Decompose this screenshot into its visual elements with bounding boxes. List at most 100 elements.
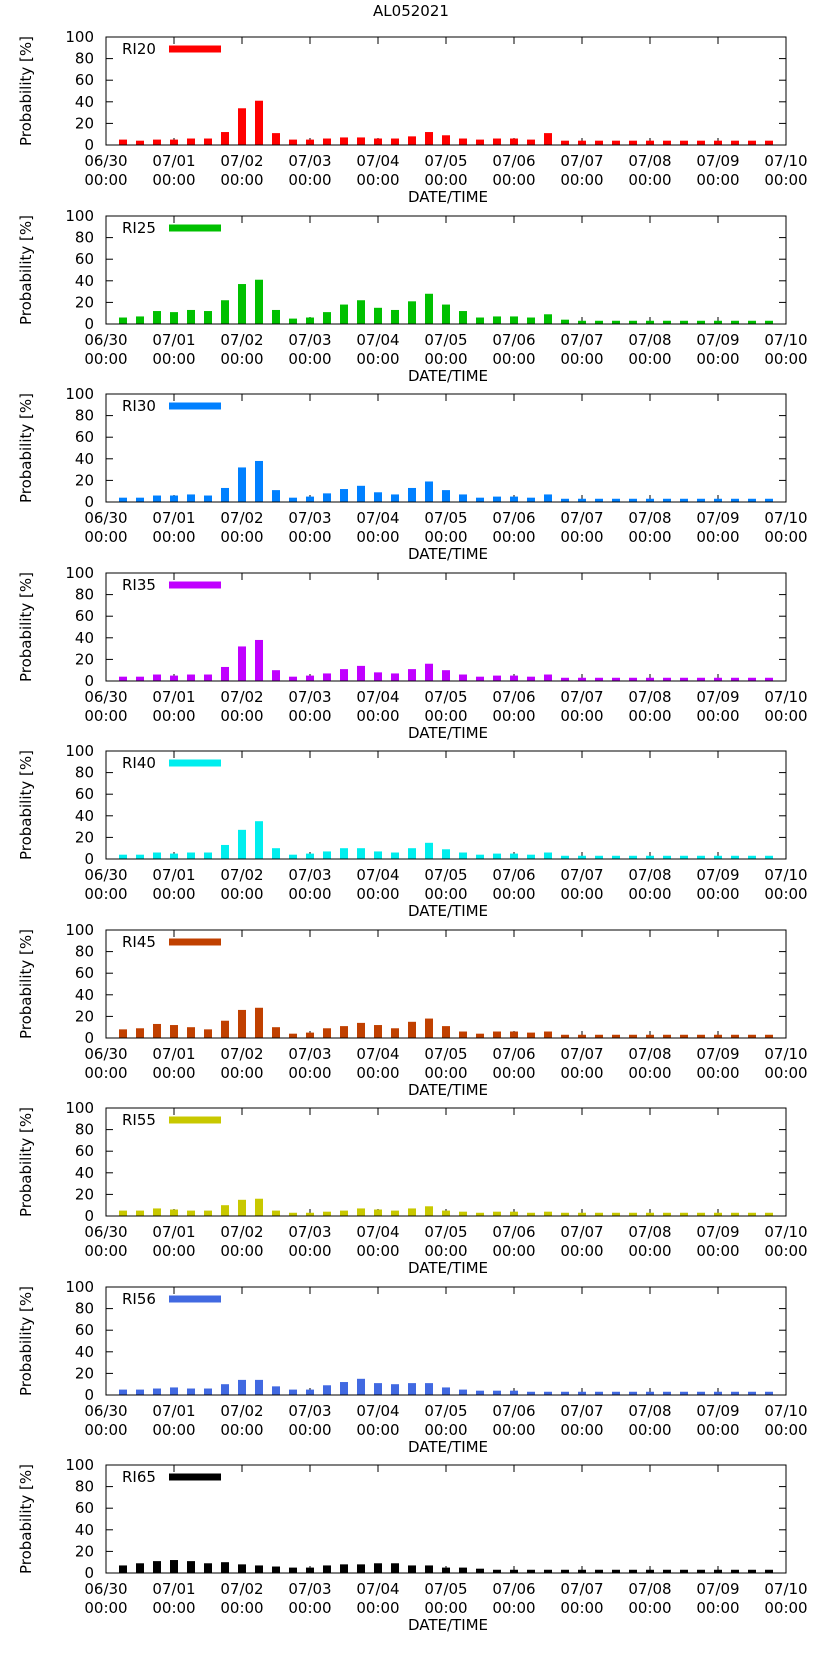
bar [340, 1564, 348, 1573]
x-tick-time-label: 00:00 [288, 1599, 331, 1617]
x-tick-time-label: 00:00 [424, 885, 467, 903]
bar [527, 1032, 535, 1038]
x-tick-date-label: 07/05 [424, 1223, 467, 1241]
x-tick-time-label: 00:00 [84, 707, 127, 725]
chart-panel-ri45: Probability [%] 02040608010006/3000:0007/… [17, 921, 808, 1099]
bar [646, 320, 654, 324]
bar [204, 1210, 212, 1216]
x-tick-date-label: 07/06 [492, 1045, 535, 1063]
x-tick-date-label: 07/08 [628, 1402, 671, 1420]
figure-title: AL052021 [373, 2, 449, 20]
bar [561, 1034, 569, 1038]
bar [697, 677, 705, 681]
bar [578, 1391, 586, 1395]
bar [425, 293, 433, 324]
x-tick-time-label: 00:00 [424, 350, 467, 368]
y-tick-label: 20 [75, 293, 94, 311]
y-tick-label: 100 [65, 564, 94, 582]
bar [374, 307, 382, 324]
x-tick-date-label: 07/02 [220, 688, 263, 706]
bar [442, 135, 450, 145]
y-tick-label: 40 [75, 93, 94, 111]
bar [459, 674, 467, 681]
bar [510, 675, 518, 681]
bar [221, 132, 229, 145]
x-tick-time-label: 00:00 [220, 885, 263, 903]
x-tick-date-label: 06/30 [84, 1580, 127, 1598]
bar [170, 312, 178, 324]
bar [629, 1569, 637, 1573]
x-tick-date-label: 07/01 [152, 1045, 195, 1063]
bar [612, 140, 620, 145]
x-tick-date-label: 07/02 [220, 1045, 263, 1063]
x-tick-time-label: 00:00 [356, 1064, 399, 1082]
x-tick-time-label: 00:00 [152, 350, 195, 368]
plot-frame [105, 750, 787, 860]
x-tick-date-label: 07/10 [764, 1402, 807, 1420]
bar [391, 1384, 399, 1395]
x-tick-date-label: 07/07 [560, 509, 603, 527]
x-tick-date-label: 07/10 [764, 688, 807, 706]
bar [578, 320, 586, 324]
bar [765, 140, 773, 145]
x-tick-date-label: 07/07 [560, 1580, 603, 1598]
bar [289, 1567, 297, 1573]
bar [289, 139, 297, 145]
bar [629, 140, 637, 145]
bar [306, 1567, 314, 1573]
bar [340, 489, 348, 502]
x-tick-time-label: 00:00 [356, 885, 399, 903]
x-tick-time-label: 00:00 [628, 885, 671, 903]
bar [187, 1027, 195, 1038]
bar [714, 1034, 722, 1038]
x-tick-date-label: 07/03 [288, 1045, 331, 1063]
bar [544, 1391, 552, 1395]
bar [221, 1205, 229, 1216]
x-tick-time-label: 00:00 [288, 528, 331, 546]
bar [221, 666, 229, 681]
x-tick-time-label: 00:00 [628, 1064, 671, 1082]
x-tick-time-label: 00:00 [424, 1599, 467, 1617]
bar [527, 1569, 535, 1573]
bar [323, 312, 331, 324]
y-axis-label: Probability [%] [17, 750, 35, 860]
bar [187, 852, 195, 859]
y-tick-label: 0 [84, 136, 94, 154]
bar [765, 1569, 773, 1573]
bar [714, 855, 722, 859]
bar [340, 1210, 348, 1216]
y-tick-label: 20 [75, 650, 94, 668]
bar [187, 674, 195, 681]
bar [119, 139, 127, 145]
bar [595, 677, 603, 681]
x-tick-date-label: 07/01 [152, 152, 195, 170]
x-tick-time-label: 00:00 [492, 528, 535, 546]
bar [578, 498, 586, 502]
bar [612, 1569, 620, 1573]
bar [119, 317, 127, 324]
bar [374, 1209, 382, 1216]
bar [544, 852, 552, 859]
x-tick-time-label: 00:00 [560, 1064, 603, 1082]
x-tick-time-label: 00:00 [424, 528, 467, 546]
bar [153, 674, 161, 681]
y-tick-label: 40 [75, 1164, 94, 1182]
bar [391, 1028, 399, 1038]
y-tick-label: 40 [75, 1521, 94, 1539]
chart-panel-ri35: Probability [%] 02040608010006/3000:0007/… [17, 564, 808, 742]
bar [510, 1031, 518, 1038]
bar [714, 1391, 722, 1395]
x-tick-time-label: 00:00 [560, 1599, 603, 1617]
chart-panel-ri40: Probability [%] 02040608010006/3000:0007/… [17, 742, 808, 920]
x-tick-date-label: 07/10 [764, 1223, 807, 1241]
x-tick-time-label: 00:00 [696, 1064, 739, 1082]
bar [119, 1210, 127, 1216]
x-tick-time-label: 00:00 [84, 1599, 127, 1617]
x-tick-time-label: 00:00 [628, 1421, 671, 1439]
legend-label: RI20 [122, 40, 156, 58]
bar [221, 844, 229, 859]
bar [663, 1391, 671, 1395]
y-tick-label: 100 [65, 28, 94, 46]
x-tick-time-label: 00:00 [152, 707, 195, 725]
bar [153, 1388, 161, 1395]
